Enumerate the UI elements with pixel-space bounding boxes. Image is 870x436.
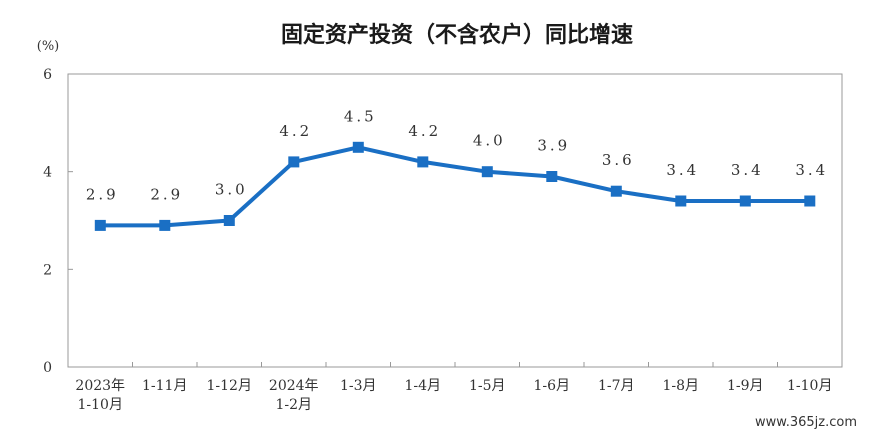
data-label: 4.0 — [473, 132, 506, 150]
series-layer — [94, 141, 816, 231]
y-tick-label: 6 — [43, 67, 52, 83]
x-tick-label: 1-8月 — [662, 378, 699, 394]
data-point-marker — [675, 195, 687, 207]
chart-title: 固定资产投资（不含农户）同比增速 — [281, 22, 633, 48]
y-tick-label: 2 — [43, 262, 52, 278]
data-point-marker — [352, 141, 364, 153]
x-tick-label: 1-11月 — [142, 378, 187, 394]
series-line — [98, 145, 812, 228]
y-tick-label: 4 — [43, 165, 52, 181]
watermark-text: www.365jz.com — [755, 415, 857, 430]
data-label: 4.2 — [408, 122, 441, 140]
data-label: 3.4 — [795, 161, 828, 179]
data-label: 4.5 — [344, 107, 377, 125]
data-point-marker — [223, 215, 235, 226]
data-point-marker — [417, 156, 429, 168]
x-tick-label: 1-10月 — [787, 378, 832, 394]
x-tick-label: 1-4月 — [404, 378, 441, 394]
data-label: 4.2 — [279, 122, 312, 140]
data-label: 3.9 — [537, 137, 570, 155]
data-label: 2.9 — [150, 185, 183, 203]
data-point-marker — [610, 185, 622, 197]
data-point-marker — [94, 219, 106, 231]
plot-frame — [67, 73, 843, 368]
x-tick-label: 1-9月 — [727, 378, 764, 394]
y-tick-label: 0 — [43, 360, 52, 376]
y-axis-unit-label: (%) — [37, 39, 60, 54]
data-label: 3.6 — [602, 151, 635, 169]
data-label: 2.9 — [86, 185, 119, 203]
x-tick-label: 1-12月 — [207, 378, 252, 394]
x-tick-label: 2023年 1-10月 — [75, 378, 125, 413]
data-label: 3.0 — [215, 181, 248, 199]
x-tick-label: 2024年 1-2月 — [269, 378, 319, 413]
axes: 0 2 4 6 2023年 1-10月 1-11月 1-12月 2024年 1-2月 1-3月 1-4… — [43, 67, 843, 413]
x-tick-label: 1-3月 — [340, 378, 377, 394]
x-tick-label: 1-5月 — [469, 378, 506, 394]
data-label: 3.4 — [731, 161, 764, 179]
data-label: 3.4 — [666, 161, 699, 179]
data-labels: 2.9 2.9 3.0 4.2 4.5 4.2 4.0 3.9 3.6 3.4 3.4 3.4 — [86, 107, 828, 203]
data-point-marker — [288, 156, 300, 168]
data-point-marker — [159, 219, 171, 231]
x-tick-label: 1-7月 — [598, 378, 635, 394]
data-point-marker — [739, 195, 751, 207]
x-tick-label: 1-6月 — [533, 378, 570, 394]
data-point-marker — [804, 195, 816, 207]
data-point-marker — [546, 171, 558, 182]
data-point-marker — [481, 166, 493, 178]
